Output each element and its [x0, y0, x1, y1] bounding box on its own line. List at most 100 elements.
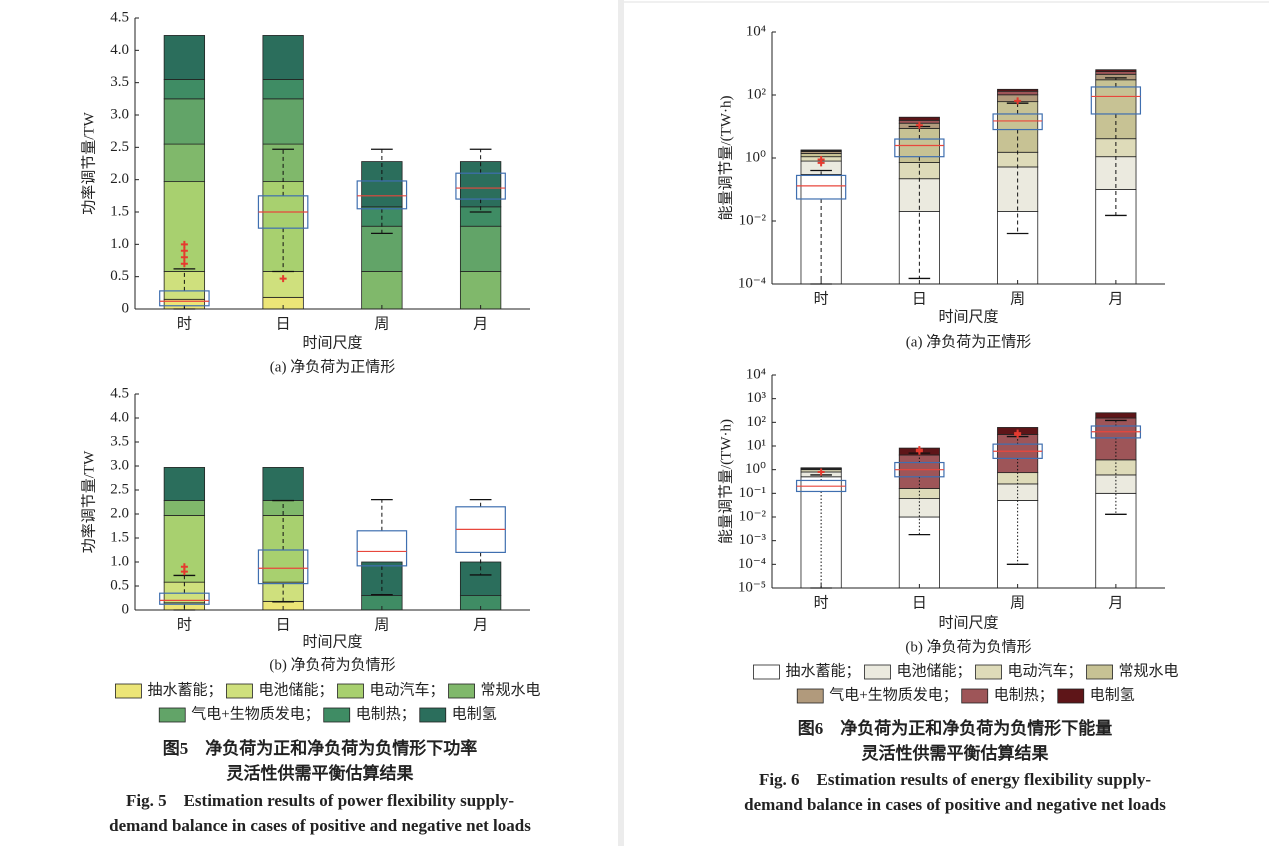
- legend-swatch: [115, 683, 142, 699]
- legend-separator: ；: [318, 682, 333, 698]
- x-tick-label: 日: [276, 316, 291, 332]
- outlier: [279, 275, 287, 283]
- legend-item: 抽水蓄能；: [115, 681, 222, 698]
- y-tick-label: 0.5: [110, 268, 129, 284]
- box: [159, 290, 210, 307]
- bar-segment: [997, 472, 1039, 485]
- figure-caption-en: Fig. 6 Estimation results of energy flex…: [759, 770, 1151, 789]
- y-tick-label: 10²: [747, 414, 767, 430]
- legend-swatch: [158, 707, 186, 723]
- legend-swatch: [419, 707, 447, 723]
- box: [356, 180, 408, 210]
- y-tick-label: 10⁻⁴: [738, 556, 766, 572]
- legend-label: 气电+生物质发电: [191, 705, 304, 722]
- legend-label: 电动汽车: [1008, 662, 1068, 679]
- outlier: [817, 155, 825, 163]
- bar-segment: [800, 149, 842, 152]
- legend-swatch: [323, 707, 351, 723]
- box: [159, 592, 210, 605]
- bar-segment: [262, 467, 304, 501]
- legend-swatch: [448, 683, 475, 699]
- x-tick-label: 月: [1108, 291, 1123, 307]
- x-axis-label: 时间尺度: [938, 614, 998, 631]
- outlier: [180, 563, 188, 571]
- legend-label: 抽水蓄能: [147, 681, 207, 698]
- legend-label: 电制热: [356, 705, 401, 722]
- page-divider: [618, 0, 624, 846]
- bar-segment: [1095, 71, 1137, 75]
- figure-caption-en: Fig. 5 Estimation results of power flexi…: [126, 791, 514, 810]
- x-tick-label: 月: [1108, 595, 1123, 611]
- outlier: [180, 253, 188, 261]
- outlier: [915, 121, 923, 129]
- legend-item: 电制热；: [961, 686, 1054, 704]
- chart-subtitle: (b) 净负荷为负情形: [269, 656, 395, 673]
- legend-label: 电池储能: [258, 681, 318, 698]
- y-tick-label: 10⁻¹: [739, 485, 766, 501]
- y-tick-label: 4.5: [110, 9, 129, 25]
- y-tick-label: 10⁻⁴: [738, 275, 766, 291]
- x-axis-label: 时间尺度: [302, 633, 362, 650]
- y-tick-label: 3.5: [110, 74, 129, 90]
- y-tick-label: 1.5: [110, 529, 129, 545]
- figure-caption-cn: 灵活性供需平衡估算结果: [227, 763, 414, 783]
- box: [1090, 86, 1142, 115]
- legend-item: 常规水电: [448, 681, 541, 699]
- y-tick-label: 10⁰: [745, 149, 766, 165]
- bar-segment: [898, 116, 940, 121]
- bar-segment: [163, 98, 206, 145]
- x-tick-label: 月: [473, 316, 488, 332]
- x-tick-label: 时: [177, 616, 192, 633]
- y-tick-label: 1.0: [110, 236, 129, 252]
- bar-segment: [459, 225, 502, 272]
- y-tick-label: 3.0: [110, 457, 129, 473]
- figure-caption-cn: 灵活性供需平衡估算结果: [862, 743, 1049, 763]
- legend-item: 电池储能；: [226, 681, 334, 698]
- legend-item: 电池储能；: [864, 662, 972, 680]
- legend-item: 常规水电: [1086, 662, 1179, 679]
- y-tick-label: 3.5: [110, 433, 129, 449]
- legend-swatch: [337, 683, 364, 699]
- right-sheet: [624, 0, 1269, 846]
- y-tick-label: 10²: [747, 86, 767, 102]
- legend-separator: ；: [1039, 687, 1054, 703]
- legend-swatch: [753, 664, 780, 680]
- legend-separator: ；: [207, 682, 222, 698]
- x-tick-label: 日: [276, 617, 291, 633]
- box: [795, 174, 847, 200]
- x-tick-label: 日: [912, 595, 927, 611]
- bar-segment: [1095, 492, 1137, 589]
- legend-label: 电制氢: [1090, 686, 1135, 703]
- x-tick-label: 周: [1010, 594, 1025, 611]
- legend-swatch: [961, 688, 989, 704]
- legend-separator: ；: [430, 682, 445, 698]
- legend-item: 电制氢: [419, 705, 497, 723]
- bar-segment: [898, 516, 940, 589]
- y-tick-label: 10⁴: [746, 366, 766, 382]
- x-tick-label: 时: [814, 290, 829, 307]
- legend-label: 常规水电: [1119, 662, 1179, 679]
- y-axis-label: 能量调节量/(TW·h): [717, 419, 734, 544]
- legend-label: 电池储能: [896, 662, 956, 679]
- legend-separator: ；: [305, 706, 320, 722]
- x-tick-label: 时: [177, 315, 192, 332]
- legend-label: 气电+生物质发电: [829, 686, 942, 703]
- y-tick-label: 2.5: [110, 139, 129, 155]
- box: [356, 530, 408, 567]
- legend-swatch: [864, 664, 891, 680]
- y-tick-label: 10⁻²: [739, 508, 767, 524]
- y-tick-label: 1.0: [110, 553, 129, 569]
- chart-subtitle: (b) 净负荷为负情形: [905, 638, 1031, 655]
- y-tick-label: 4.5: [110, 385, 129, 401]
- y-tick-label: 2.5: [110, 481, 129, 497]
- y-tick-label: 10⁻⁵: [738, 579, 766, 595]
- legend-item: 电动汽车；: [337, 681, 445, 699]
- outlier: [817, 468, 825, 476]
- bar-segment: [163, 500, 206, 516]
- legend-separator: ；: [845, 663, 860, 679]
- bar-segment: [997, 500, 1039, 589]
- bar-segment: [361, 161, 403, 208]
- bar-segment: [1095, 69, 1137, 72]
- bar-segment: [1095, 412, 1137, 419]
